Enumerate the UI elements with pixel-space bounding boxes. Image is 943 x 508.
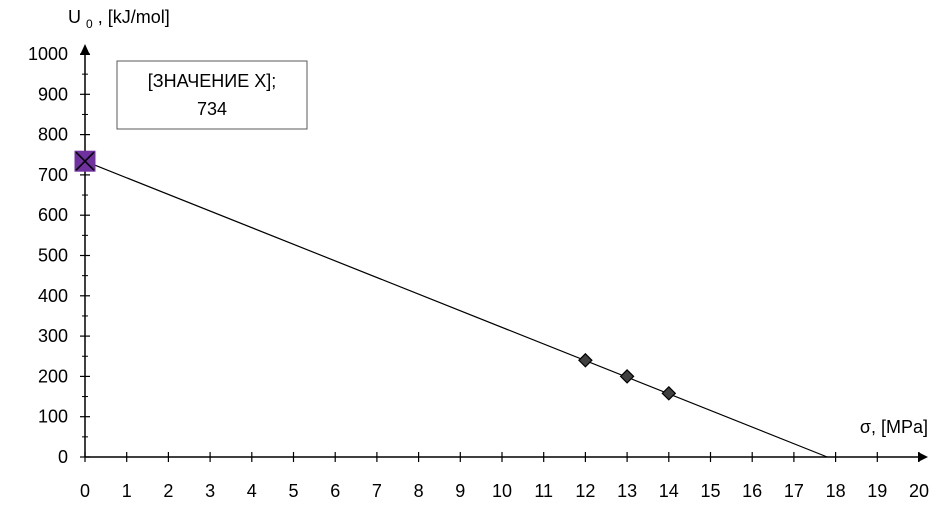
- y-tick-label: 500: [38, 246, 68, 266]
- x-tick-label: 13: [617, 481, 637, 501]
- annotation-label-line1: [ЗНАЧЕНИЕ X];: [148, 71, 276, 91]
- x-tick-label: 1: [122, 481, 132, 501]
- axis-titles: U 0 , [kJ/mol] σ, [MPa]: [68, 7, 928, 437]
- data-point-square-x: [74, 150, 96, 172]
- x-tick-label: 6: [330, 481, 340, 501]
- y-axis-arrow: [80, 44, 90, 55]
- x-tick-label: 10: [492, 481, 512, 501]
- x-tick-label: 5: [288, 481, 298, 501]
- x-tick-label: 0: [80, 481, 90, 501]
- x-tick-label: 19: [867, 481, 887, 501]
- x-axis-arrow: [918, 452, 928, 462]
- x-tick-label: 17: [784, 481, 804, 501]
- annotation-label-line2: 734: [197, 99, 227, 119]
- x-tick-label: 9: [455, 481, 465, 501]
- y-tick-label: 800: [38, 125, 68, 145]
- y-tick-label: 600: [38, 205, 68, 225]
- y-tick-label: 300: [38, 326, 68, 346]
- point-cross-b: [75, 151, 95, 171]
- x-tick-label: 20: [909, 481, 929, 501]
- y-axis-title: U 0 , [kJ/mol]: [68, 7, 170, 32]
- x-tick-label: 8: [414, 481, 424, 501]
- y-tick-label: 400: [38, 286, 68, 306]
- y-tick-label: 100: [38, 407, 68, 427]
- y-tick-label: 0: [58, 447, 68, 467]
- x-tick-label: 7: [372, 481, 382, 501]
- data-point-diamond: [578, 352, 593, 368]
- x-tick-label: 16: [742, 481, 762, 501]
- annotation-box: [116, 60, 308, 130]
- annotation-callout: [ЗНАЧЕНИЕ X]; 734: [116, 60, 308, 130]
- x-tick-label: 14: [659, 481, 679, 501]
- trendline: [84, 160, 828, 458]
- x-tick-label: 4: [247, 481, 257, 501]
- x-tick-label: 2: [163, 481, 173, 501]
- x-tick-label: 11: [534, 481, 553, 501]
- x-tick-label: 12: [575, 481, 595, 501]
- y-tick-label: 900: [38, 84, 68, 104]
- y-axis-title-main: U: [68, 7, 81, 27]
- x-tick-label: 15: [700, 481, 720, 501]
- x-tick-label: 18: [826, 481, 846, 501]
- y-tick-label: 700: [38, 165, 68, 185]
- y-tick-label: 200: [38, 366, 68, 386]
- x-tick-label: 3: [205, 481, 215, 501]
- data-point-diamond: [619, 369, 635, 384]
- x-axis-title: σ, [MPa]: [860, 417, 928, 437]
- y-axis-title-suffix: , [kJ/mol]: [98, 7, 170, 27]
- y-axis-title-subscript: 0: [86, 17, 93, 31]
- y-tick-label: 1000: [28, 44, 68, 64]
- trendline-layer: [84, 160, 828, 458]
- ticks-layer: 0 1 2 3 4 5 6 7 8 9 10 11 12 13 14 15 16 17 18 19 2001002003…: [28, 44, 929, 501]
- data-point-diamond: [661, 385, 677, 401]
- points-layer: [74, 150, 677, 401]
